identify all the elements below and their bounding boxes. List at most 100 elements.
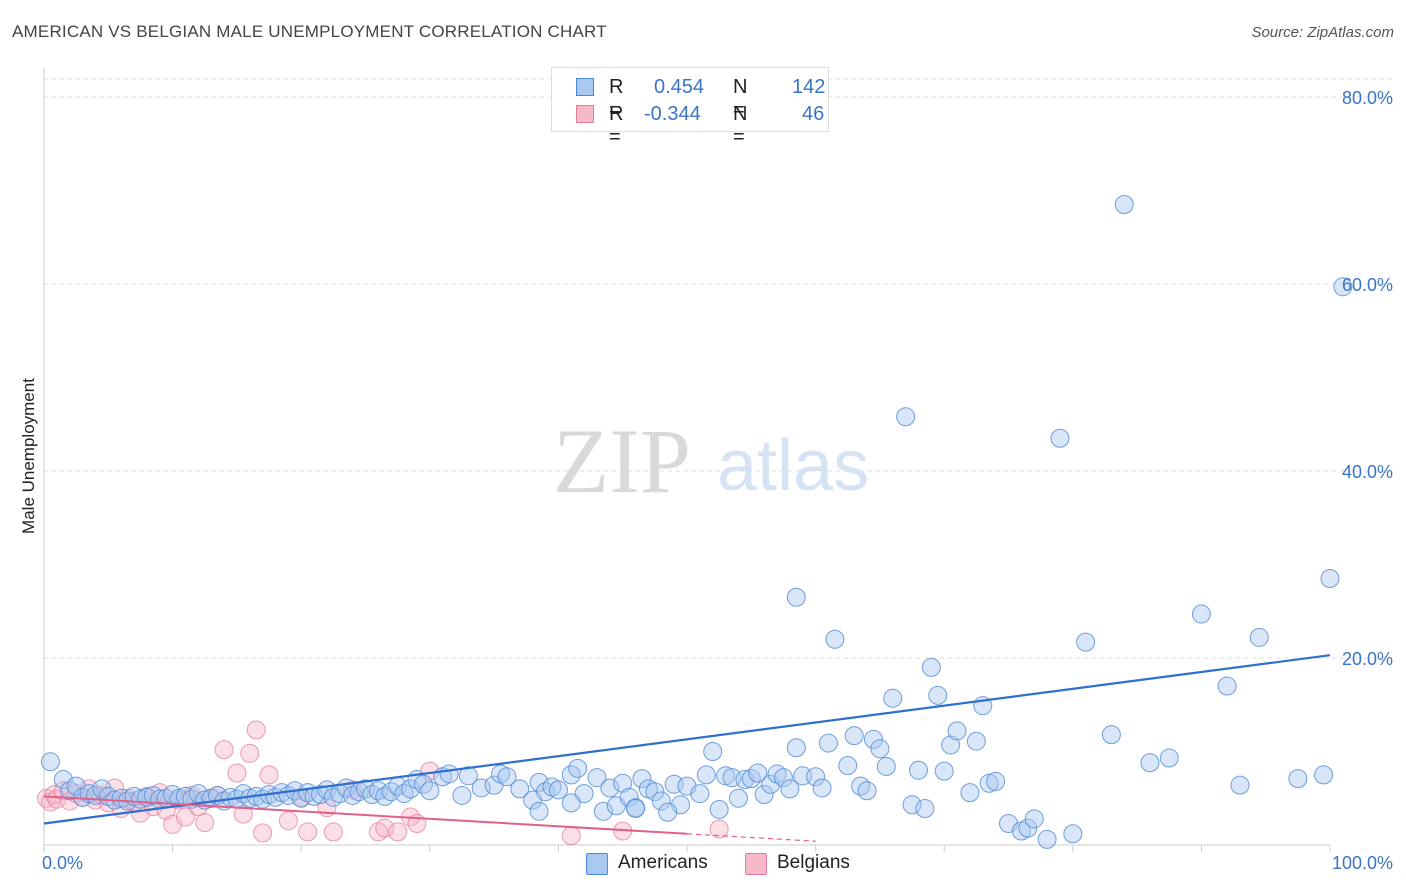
belgians-points xyxy=(37,720,729,846)
legend-r-label: R = xyxy=(609,76,624,121)
american-point xyxy=(825,629,845,649)
belgian-point xyxy=(214,740,234,760)
american-point xyxy=(510,779,530,799)
belgian-point xyxy=(323,822,343,842)
american-point xyxy=(773,768,793,788)
american-point xyxy=(574,784,594,804)
american-point xyxy=(703,742,723,761)
american-point xyxy=(548,780,568,800)
legend-n-label: N = xyxy=(733,76,748,121)
american-point xyxy=(844,726,864,746)
legend-r-value-americans: 0.454 xyxy=(654,76,705,98)
american-point xyxy=(323,787,343,807)
american-point xyxy=(130,789,150,809)
watermark: ZIP atlas xyxy=(553,410,869,512)
american-point xyxy=(1230,775,1250,795)
belgian-point xyxy=(709,819,729,839)
belgian-point xyxy=(195,813,215,833)
tick-labels: 20.0% 40.0% 60.0% 80.0% 0.0% 100.0% xyxy=(42,88,1393,873)
american-point xyxy=(626,799,646,819)
american-point xyxy=(1140,753,1160,773)
american-point xyxy=(960,783,980,803)
american-point xyxy=(928,685,948,705)
american-point xyxy=(690,784,710,804)
belgian-point xyxy=(298,822,318,842)
watermark-zip: ZIP xyxy=(553,410,691,512)
american-point xyxy=(941,735,961,755)
american-point xyxy=(1063,824,1083,844)
american-point xyxy=(838,756,858,776)
american-point xyxy=(1314,765,1334,785)
legend-swatch-americans xyxy=(576,78,594,96)
american-point xyxy=(593,801,613,821)
grid-layer xyxy=(44,78,1392,659)
american-point xyxy=(1159,748,1179,768)
american-point xyxy=(979,773,999,793)
bottom-legend-swatch-americans xyxy=(586,853,608,875)
american-point xyxy=(1333,277,1353,297)
american-point xyxy=(709,799,729,819)
belgian-point xyxy=(375,818,395,838)
american-point xyxy=(696,765,716,785)
x-tick-label: 100.0% xyxy=(1332,853,1393,873)
belgian-point xyxy=(175,807,195,827)
american-point xyxy=(1037,829,1057,849)
american-point xyxy=(876,756,896,776)
y-tick-label: 40.0% xyxy=(1342,462,1393,482)
chart-title: AMERICAN VS BELGIAN MALE UNEMPLOYMENT CO… xyxy=(12,22,607,41)
american-point xyxy=(1101,725,1121,745)
belgians-trend-line xyxy=(43,795,688,835)
american-point xyxy=(632,769,652,789)
belgians-trend-extension xyxy=(686,833,816,842)
american-point xyxy=(613,773,633,793)
y-tick-label: 80.0% xyxy=(1342,88,1393,108)
trend-lines xyxy=(43,654,1331,842)
belgian-point xyxy=(368,822,388,842)
american-point xyxy=(786,738,806,758)
american-point xyxy=(1217,676,1237,696)
legend-r-value-belgians: -0.344 xyxy=(644,103,701,125)
american-point xyxy=(857,781,877,801)
legend-n-label: N = xyxy=(733,103,748,148)
bottom-legend-label-americans: Americans xyxy=(618,852,708,873)
american-point xyxy=(1018,818,1038,838)
american-point xyxy=(780,779,800,799)
american-point xyxy=(947,721,967,741)
americans-trend-line xyxy=(43,654,1331,825)
american-point xyxy=(1076,632,1096,652)
american-point xyxy=(966,731,986,751)
american-point xyxy=(568,758,588,778)
axes-layer xyxy=(43,68,1331,852)
belgian-point xyxy=(278,811,298,831)
american-point xyxy=(40,752,60,772)
belgian-point xyxy=(259,765,279,785)
american-point xyxy=(401,779,421,799)
belgian-point xyxy=(388,822,408,842)
american-point xyxy=(1249,627,1269,647)
american-point xyxy=(806,767,826,787)
american-point xyxy=(767,764,787,784)
y-axis-label: Male Unemployment xyxy=(19,378,38,534)
american-point xyxy=(883,688,903,708)
american-point xyxy=(915,799,935,819)
american-point xyxy=(619,787,639,807)
american-point xyxy=(921,657,941,677)
american-point xyxy=(754,785,774,805)
american-point xyxy=(902,795,922,815)
american-point xyxy=(716,766,736,786)
american-point xyxy=(728,788,748,808)
american-point xyxy=(748,763,768,783)
belgian-point xyxy=(561,826,581,846)
legend-r-label: R = xyxy=(609,103,624,148)
american-point xyxy=(986,771,1006,791)
y-tick-label: 20.0% xyxy=(1342,649,1393,669)
american-point xyxy=(651,791,671,811)
american-point xyxy=(896,407,916,427)
american-point xyxy=(658,802,678,822)
belgian-point xyxy=(227,763,247,783)
y-tick-label: 60.0% xyxy=(1342,275,1393,295)
american-point xyxy=(1320,569,1340,589)
legend-box: R = 0.454 N = 142 R = -0.344 N = 46 xyxy=(551,67,829,148)
american-point xyxy=(439,764,459,784)
belgian-point xyxy=(253,823,273,843)
